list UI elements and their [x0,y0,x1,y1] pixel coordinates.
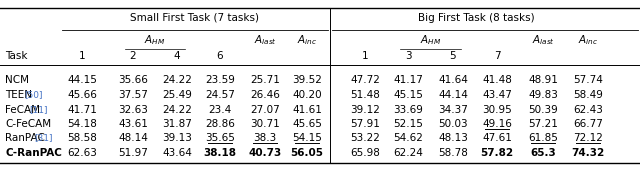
Text: 25.49: 25.49 [162,90,192,100]
Text: 38.18: 38.18 [204,148,237,158]
Text: 62.24: 62.24 [393,148,423,158]
Text: 57.91: 57.91 [350,119,380,129]
Text: 47.61: 47.61 [482,133,512,143]
Text: 62.63: 62.63 [67,148,97,158]
Text: TEEN: TEEN [5,90,32,100]
Text: Big First Task (8 tasks): Big First Task (8 tasks) [418,13,535,23]
Text: 28.86: 28.86 [205,119,235,129]
Text: 49.16: 49.16 [482,119,512,129]
Text: Small First Task (7 tasks): Small First Task (7 tasks) [130,13,259,23]
Text: RanPAC: RanPAC [5,133,45,143]
Text: 41.64: 41.64 [438,75,468,85]
Text: 44.15: 44.15 [67,75,97,85]
Text: 52.15: 52.15 [393,119,423,129]
Text: 51.97: 51.97 [118,148,148,158]
Text: Task: Task [5,51,28,61]
Text: 7: 7 [493,51,500,61]
Text: 74.32: 74.32 [572,148,605,158]
Text: 27.07: 27.07 [250,105,280,115]
Text: 4: 4 [173,51,180,61]
Text: 50.03: 50.03 [438,119,468,129]
Text: 2: 2 [130,51,136,61]
Text: 25.71: 25.71 [250,75,280,85]
Text: 43.64: 43.64 [162,148,192,158]
Text: 31.87: 31.87 [162,119,192,129]
Text: 26.46: 26.46 [250,90,280,100]
Text: 3: 3 [404,51,412,61]
Text: 1: 1 [79,51,85,61]
Text: 61.85: 61.85 [528,133,558,143]
Text: $A_{HM}$: $A_{HM}$ [145,33,166,47]
Text: 65.3: 65.3 [530,148,556,158]
Text: 40.20: 40.20 [292,90,322,100]
Text: 39.13: 39.13 [162,133,192,143]
Text: 39.52: 39.52 [292,75,322,85]
Text: 57.21: 57.21 [528,119,558,129]
Text: 43.61: 43.61 [118,119,148,129]
Text: 30.95: 30.95 [482,105,512,115]
Text: 57.74: 57.74 [573,75,603,85]
Text: NCM: NCM [5,75,29,85]
Text: 57.82: 57.82 [481,148,513,158]
Text: 58.78: 58.78 [438,148,468,158]
Text: 39.12: 39.12 [350,105,380,115]
Text: 41.48: 41.48 [482,75,512,85]
Text: [31]: [31] [34,134,52,142]
Text: 58.58: 58.58 [67,133,97,143]
Text: 45.66: 45.66 [67,90,97,100]
Text: 43.47: 43.47 [482,90,512,100]
Text: 6: 6 [217,51,223,61]
Text: 58.49: 58.49 [573,90,603,100]
Text: 54.62: 54.62 [393,133,423,143]
Text: 38.3: 38.3 [253,133,276,143]
Text: [50]: [50] [24,90,43,100]
Text: 62.43: 62.43 [573,105,603,115]
Text: 1: 1 [362,51,368,61]
Text: 44.14: 44.14 [438,90,468,100]
Text: 66.77: 66.77 [573,119,603,129]
Text: 49.83: 49.83 [528,90,558,100]
Text: 35.66: 35.66 [118,75,148,85]
Text: 33.69: 33.69 [393,105,423,115]
Text: 48.91: 48.91 [528,75,558,85]
Text: 45.15: 45.15 [393,90,423,100]
Text: 48.14: 48.14 [118,133,148,143]
Text: 24.57: 24.57 [205,90,235,100]
Text: 56.05: 56.05 [291,148,323,158]
Text: 72.12: 72.12 [573,133,603,143]
Text: 50.39: 50.39 [528,105,558,115]
Text: 47.72: 47.72 [350,75,380,85]
Text: 53.22: 53.22 [350,133,380,143]
Text: 48.13: 48.13 [438,133,468,143]
Text: $A_{last}$: $A_{last}$ [253,33,276,47]
Text: 54.15: 54.15 [292,133,322,143]
Text: 41.71: 41.71 [67,105,97,115]
Text: 54.18: 54.18 [67,119,97,129]
Text: 34.37: 34.37 [438,105,468,115]
Text: 24.22: 24.22 [162,75,192,85]
Text: C-FeCAM: C-FeCAM [5,119,51,129]
Text: $A_{inc}$: $A_{inc}$ [578,33,598,47]
Text: 24.22: 24.22 [162,105,192,115]
Text: 45.65: 45.65 [292,119,322,129]
Text: 41.61: 41.61 [292,105,322,115]
Text: 23.4: 23.4 [209,105,232,115]
Text: 37.57: 37.57 [118,90,148,100]
Text: $A_{last}$: $A_{last}$ [532,33,554,47]
Text: 32.63: 32.63 [118,105,148,115]
Text: 35.65: 35.65 [205,133,235,143]
Text: 30.71: 30.71 [250,119,280,129]
Text: 51.48: 51.48 [350,90,380,100]
Text: [11]: [11] [29,106,47,114]
Text: $A_{HM}$: $A_{HM}$ [420,33,441,47]
Text: 65.98: 65.98 [350,148,380,158]
Text: C-RanPAC: C-RanPAC [5,148,62,158]
Text: FeCAM: FeCAM [5,105,40,115]
Text: 40.73: 40.73 [248,148,282,158]
Text: 41.17: 41.17 [393,75,423,85]
Text: 5: 5 [450,51,456,61]
Text: 23.59: 23.59 [205,75,235,85]
Text: $A_{inc}$: $A_{inc}$ [297,33,317,47]
